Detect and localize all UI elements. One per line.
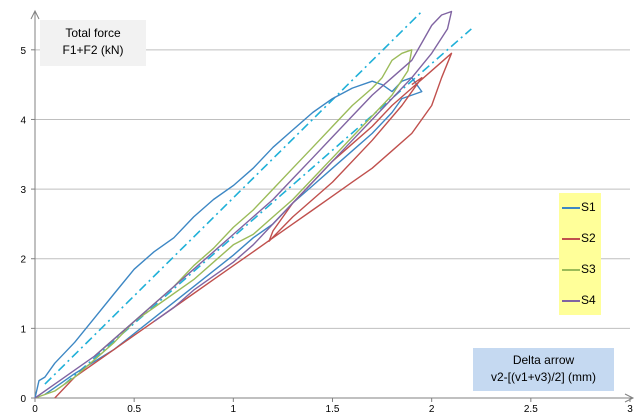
trendlines	[44, 10, 472, 385]
legend-label-s4: S4	[581, 293, 596, 307]
legend-item-s3: S3	[559, 261, 601, 277]
legend-swatch-s1	[562, 207, 580, 209]
x-tick-label-1: 0.5	[127, 404, 141, 415]
y-tick-label-2: 2	[20, 255, 26, 266]
x-axis-label-line-1: Delta arrow	[512, 353, 575, 367]
legend-swatch-s4	[562, 300, 580, 302]
series-line-s2	[54, 52, 453, 399]
legend: S1 S2 S3 S4	[559, 193, 601, 315]
series-lines	[34, 10, 453, 399]
x-tick-label-2: 1	[231, 404, 237, 415]
y-tick-label-4: 4	[20, 115, 26, 126]
legend-item-s1: S1	[559, 199, 601, 215]
trendline-1	[44, 10, 423, 385]
series-line-s3	[34, 49, 413, 399]
legend-item-s4: S4	[559, 292, 601, 308]
y-tick-label-5: 5	[20, 46, 26, 57]
x-axis-label: Delta arrow v2-[(v1+v3)/2] (mm)	[473, 348, 614, 391]
legend-label-s3: S3	[581, 262, 596, 276]
x-tick-label-4: 2	[429, 404, 435, 415]
series-line-s4	[34, 10, 453, 399]
y-axis-label-line-1: Total force	[65, 26, 121, 40]
legend-item-s2: S2	[559, 230, 601, 246]
trendline-2	[64, 28, 472, 385]
series-line-s1	[34, 76, 423, 399]
legend-swatch-s3	[562, 269, 580, 271]
legend-label-s1: S1	[581, 200, 596, 214]
x-tick-label-0: 0	[32, 404, 38, 415]
y-axis-label: Total force F1+F2 (kN)	[40, 20, 146, 66]
tick-labels: 0 1 2 3 4 5 0 0.5 1 1.5 2 2.5 3	[20, 46, 633, 415]
legend-label-s2: S2	[581, 231, 596, 245]
y-tick-label-1: 1	[20, 324, 26, 335]
y-axis-label-line-2: F1+F2 (kN)	[62, 43, 124, 57]
x-tick-label-3: 1.5	[326, 404, 340, 415]
y-tick-label-0: 0	[20, 394, 26, 405]
grid-lines	[35, 49, 630, 329]
x-axis-label-line-2: v2-[(v1+v3)/2] (mm)	[490, 370, 596, 384]
y-tick-label-3: 3	[20, 185, 26, 196]
y-axis-arrow	[30, 9, 40, 20]
x-axis-arrow	[624, 393, 635, 403]
legend-swatch-s2	[562, 238, 580, 240]
x-tick-label-6: 3	[627, 404, 633, 415]
axes	[30, 9, 635, 403]
x-tick-label-5: 2.5	[524, 404, 538, 415]
